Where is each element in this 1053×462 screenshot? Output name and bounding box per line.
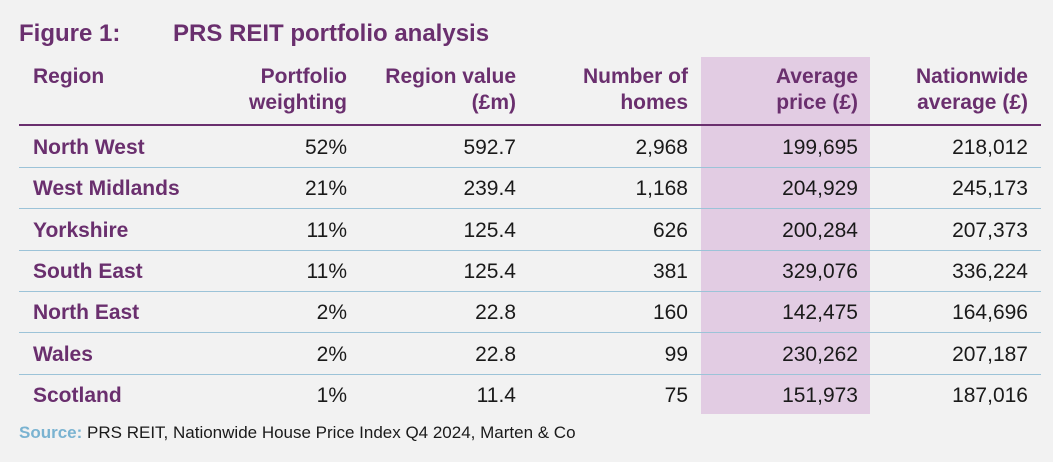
table-row: Scotland 1% 11.4 75 151,973 187,016 [19, 375, 1041, 416]
weighting-cell: 21% [304, 177, 347, 201]
region-cell: Yorkshire [33, 218, 129, 242]
average-price-column-highlight [701, 57, 870, 414]
source-text: PRS REIT, Nationwide House Price Index Q… [87, 423, 576, 442]
region-value-cell: 22.8 [475, 301, 516, 325]
homes-cell: 1,168 [635, 177, 688, 201]
average-price-cell: 199,695 [782, 136, 858, 159]
homes-cell: 381 [652, 259, 688, 283]
average-price-cell: 329,076 [782, 259, 858, 283]
region-cell: Wales [33, 342, 93, 366]
weighting-cell: 11% [306, 218, 347, 242]
weighting-cell: 52% [304, 136, 347, 159]
region-value-cell: 125.4 [463, 259, 516, 283]
homes-cell: 160 [652, 301, 688, 325]
header-homes: Number of homes [529, 64, 688, 116]
row-separator [19, 290, 1041, 292]
header-nationwide-line2: average (£) [917, 91, 1028, 114]
row-separator [19, 249, 1041, 251]
row-separator [19, 208, 1041, 210]
figure-title: Figure 1: PRS REIT portfolio analysis [19, 20, 489, 48]
nationwide-average-cell: 207,373 [952, 218, 1028, 242]
weighting-cell: 2% [316, 301, 347, 325]
region-value-cell: 239.4 [463, 177, 516, 201]
header-value-line2: (£m) [471, 91, 516, 114]
nationwide-average-cell: 245,173 [952, 177, 1028, 201]
header-value: Region value (£m) [359, 64, 516, 116]
header-price-line2: price (£) [776, 91, 858, 114]
nationwide-average-cell: 164,696 [952, 301, 1028, 325]
homes-cell: 2,968 [635, 136, 688, 159]
weighting-cell: 1% [316, 383, 347, 407]
average-price-cell: 200,284 [782, 218, 858, 242]
nationwide-average-cell: 207,187 [952, 342, 1028, 366]
row-separator [19, 167, 1041, 168]
header-weighting-line1: Portfolio [260, 65, 347, 88]
table-row: North East 2% 22.8 160 142,475 164,696 [19, 292, 1041, 334]
region-value-cell: 22.8 [475, 342, 516, 366]
average-price-cell: 142,475 [782, 301, 858, 325]
average-price-cell: 204,929 [782, 177, 858, 201]
header-price-line1: Average [775, 65, 858, 88]
average-price-cell: 230,262 [782, 342, 858, 366]
header-weighting-line2: weighting [249, 91, 347, 114]
header-nationwide: Nationwide average (£) [869, 64, 1028, 116]
weighting-cell: 2% [316, 342, 347, 366]
region-value-cell: 11.4 [476, 383, 516, 407]
region-cell: North West [33, 136, 145, 159]
region-cell: Scotland [33, 383, 122, 407]
region-value-cell: 125.4 [463, 218, 516, 242]
figure-title-text: PRS REIT portfolio analysis [173, 20, 490, 47]
header-weighting: Portfolio weighting [219, 64, 347, 116]
table-row: Yorkshire 11% 125.4 626 200,284 207,373 [19, 210, 1041, 251]
nationwide-average-cell: 218,012 [952, 136, 1028, 159]
table-row: West Midlands 21% 239.4 1,168 204,929 245,173 [19, 168, 1041, 210]
region-cell: North East [33, 301, 140, 325]
source-label: Source: [19, 423, 83, 442]
nationwide-average-cell: 187,016 [952, 383, 1028, 407]
header-nationwide-line1: Nationwide [915, 65, 1028, 88]
region-value-cell: 592.7 [463, 136, 516, 159]
region-cell: South East [33, 259, 143, 283]
homes-cell: 75 [664, 383, 688, 407]
header-value-line1: Region value [385, 65, 516, 88]
row-separator [19, 332, 1041, 334]
table-row: North West 52% 592.7 2,968 199,695 218,012 [19, 127, 1041, 168]
header-homes-line2: homes [620, 91, 688, 114]
homes-cell: 626 [652, 218, 688, 242]
figure-number: Figure 1: [19, 20, 121, 47]
header-region-label: Region [33, 65, 105, 88]
header-region: Region [33, 64, 104, 90]
weighting-cell: 11% [306, 259, 347, 283]
header-homes-line1: Number of [583, 65, 688, 88]
average-price-cell: 151,973 [782, 383, 858, 407]
table-row: Wales 2% 22.8 99 230,262 207,187 [19, 334, 1041, 375]
nationwide-average-cell: 336,224 [952, 259, 1028, 283]
table-row: South East 11% 125.4 381 329,076 336,224 [19, 251, 1041, 292]
region-cell: West Midlands [33, 177, 180, 201]
header-price: Average price (£) [709, 64, 858, 116]
source-note: Source: PRS REIT, Nationwide House Price… [19, 423, 576, 443]
header-divider [19, 124, 1041, 126]
row-separator [19, 373, 1041, 375]
homes-cell: 99 [664, 342, 688, 366]
